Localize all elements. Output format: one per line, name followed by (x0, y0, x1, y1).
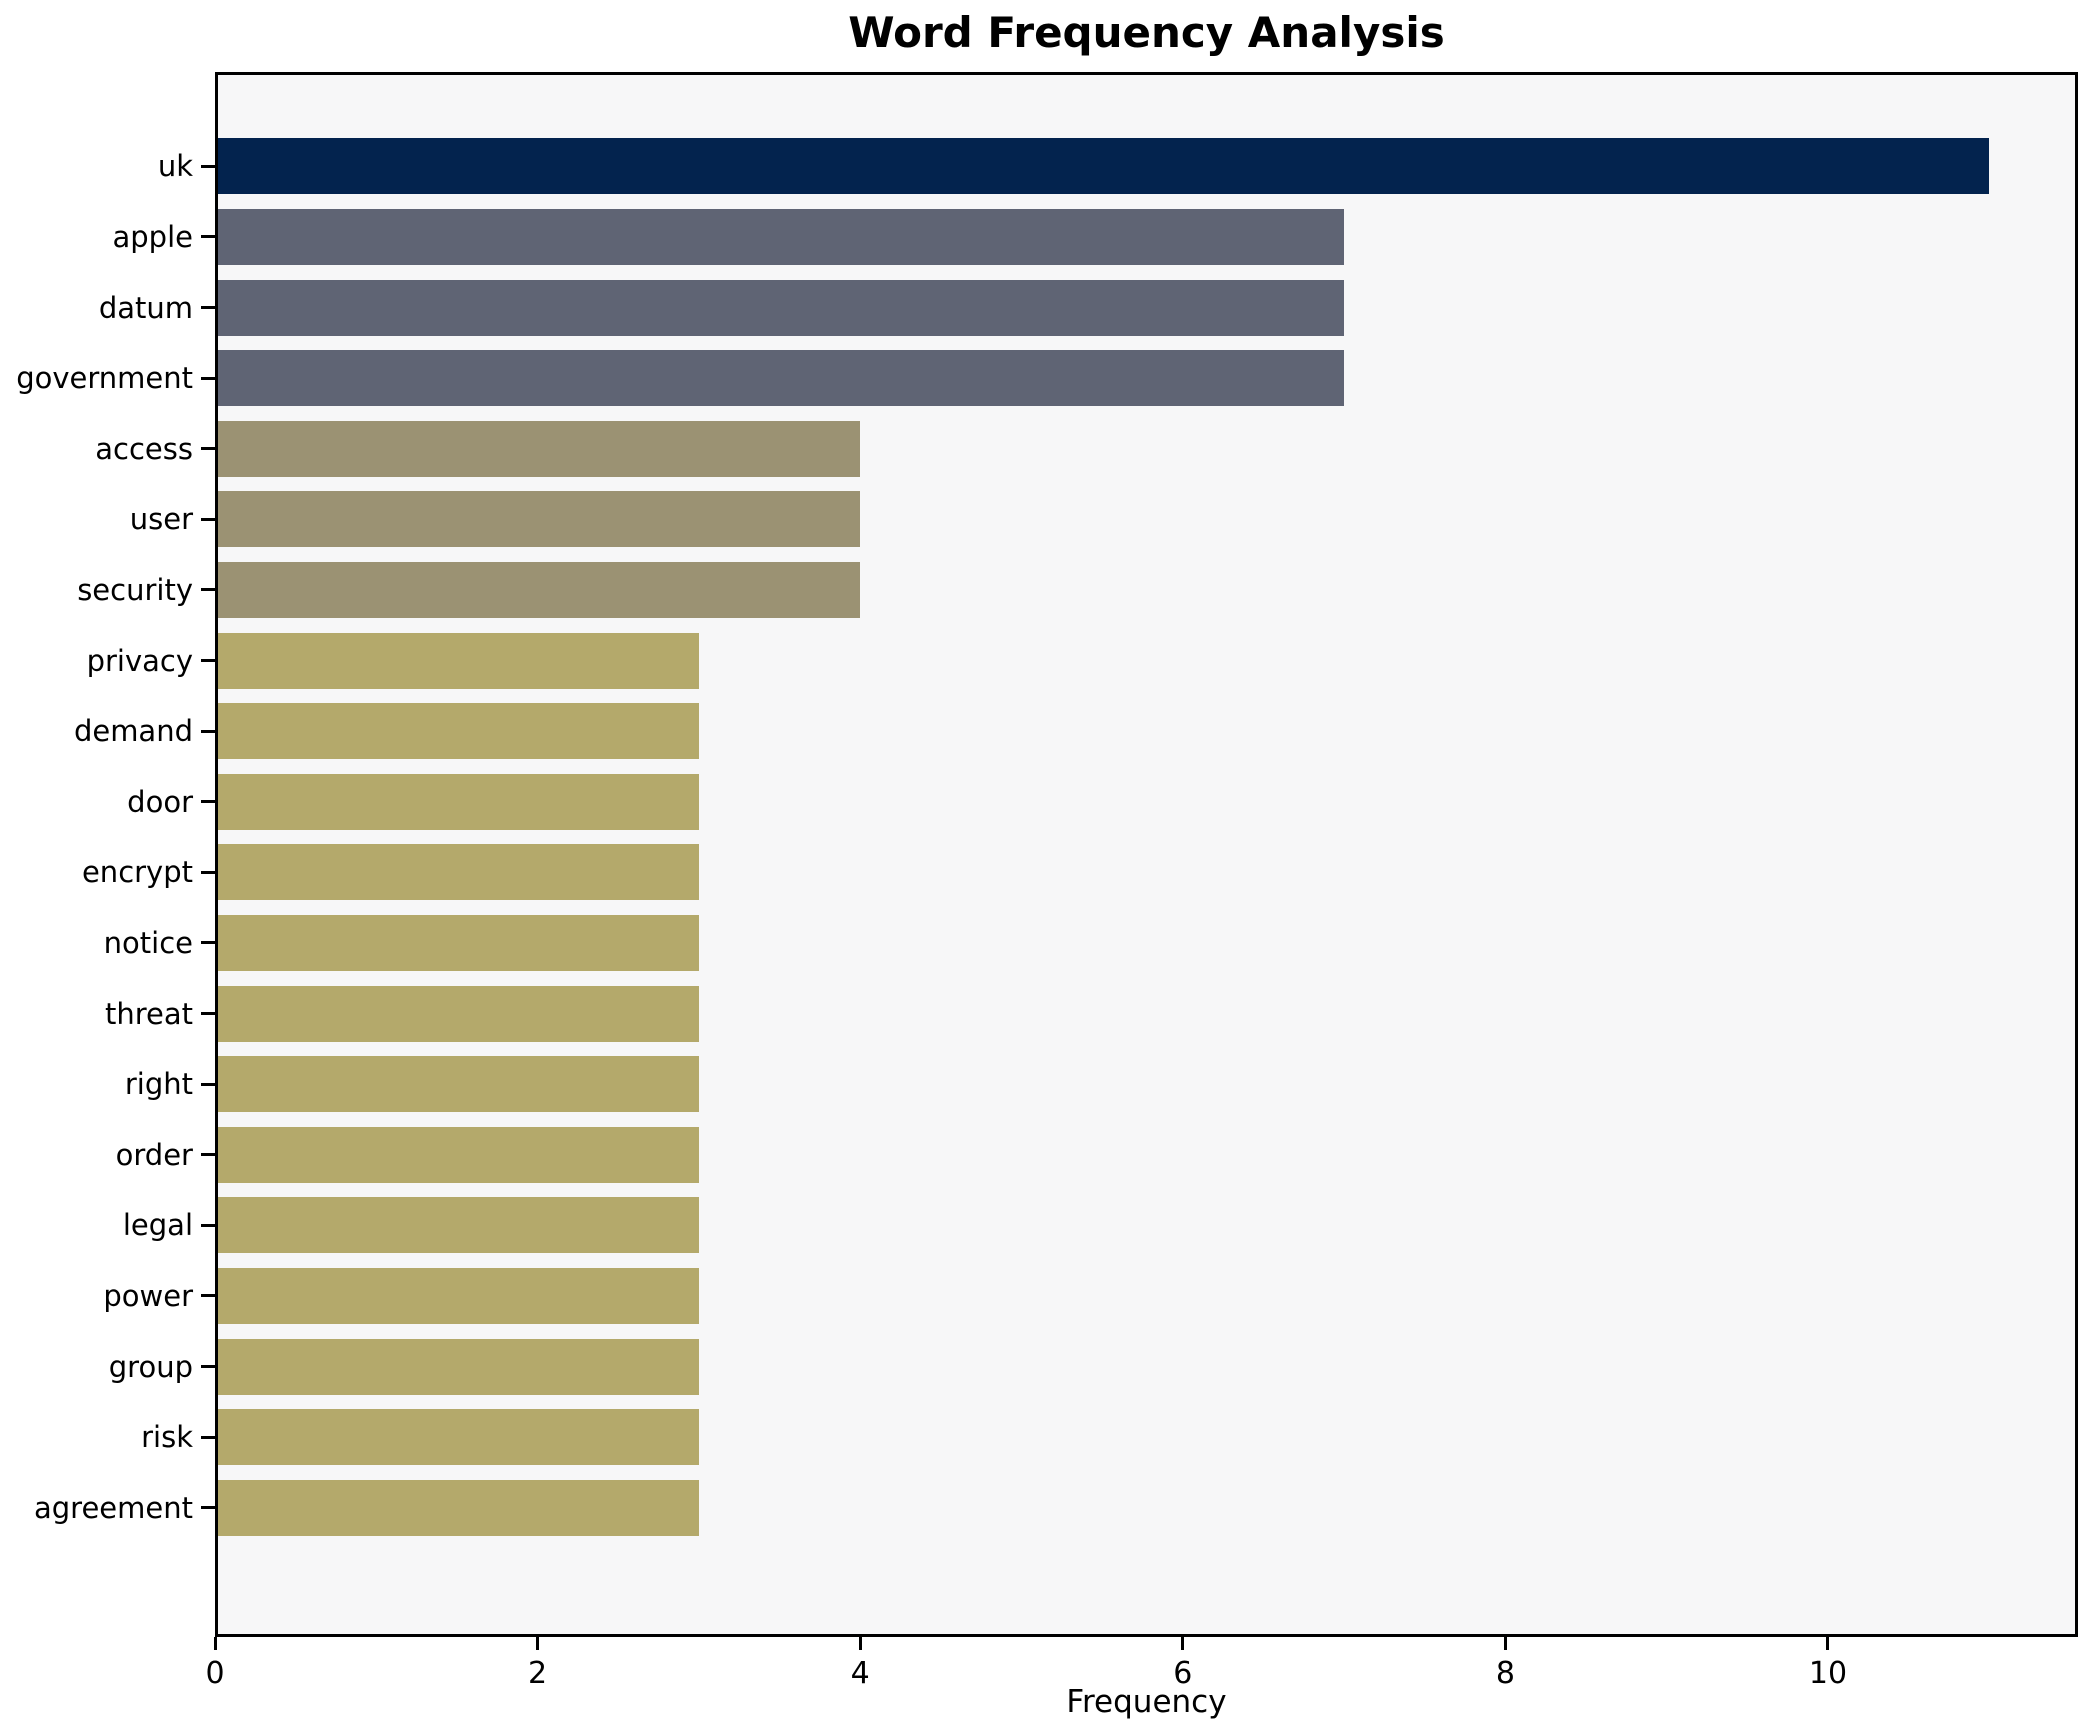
y-tick-label-order: order (115, 1137, 193, 1172)
y-tick-label-right: right (124, 1067, 193, 1102)
y-tick-mark (201, 1294, 215, 1298)
y-tick-label-power: power (103, 1278, 193, 1313)
y-tick-label-apple: apple (112, 219, 194, 254)
y-tick-mark (201, 447, 215, 451)
plot-area (215, 72, 2078, 1637)
bar-risk (215, 1409, 699, 1466)
bar-security (215, 561, 861, 618)
bar-notice (215, 914, 699, 971)
bar-threat (215, 985, 699, 1042)
bar-legal (215, 1197, 699, 1254)
y-tick-mark (201, 1012, 215, 1015)
y-tick-label-user: user (129, 502, 193, 537)
y-tick-mark (201, 1082, 215, 1086)
y-tick-label-encrypt: encrypt (81, 855, 193, 890)
y-tick-label-group: group (108, 1349, 193, 1384)
x-tick-mark (1181, 1637, 1185, 1650)
bar-door (215, 773, 699, 830)
y-tick-mark (201, 941, 215, 945)
x-tick-label-10: 10 (1808, 1656, 1848, 1691)
y-tick-mark (201, 800, 215, 804)
y-tick-mark (201, 588, 215, 592)
y-tick-label-access: access (95, 431, 193, 466)
y-axis-labels: uk apple datum government access user security… (0, 0, 193, 1722)
y-tick-mark (201, 164, 215, 168)
y-tick-mark (201, 1223, 215, 1227)
bar-right (215, 1056, 699, 1113)
y-tick-label-door: door (127, 784, 193, 819)
y-tick-label-notice: notice (103, 925, 193, 960)
bar-demand (215, 703, 699, 760)
x-axis-title: Frequency (1066, 1684, 1227, 1720)
y-tick-mark (201, 729, 215, 733)
bar-apple (215, 208, 1345, 265)
y-tick-label-legal: legal (122, 1208, 193, 1243)
y-tick-mark (201, 306, 215, 309)
y-tick-mark (201, 376, 215, 380)
y-tick-mark (201, 870, 215, 874)
bar-order (215, 1126, 699, 1183)
y-tick-label-datum: datum (98, 290, 193, 325)
bar-privacy (215, 632, 699, 689)
y-tick-label-risk: risk (141, 1420, 193, 1455)
bar-user (215, 491, 861, 548)
bar-group (215, 1338, 699, 1395)
y-tick-label-demand: demand (73, 714, 193, 749)
x-tick-label-8: 8 (1495, 1656, 1515, 1691)
bar-power (215, 1267, 699, 1324)
y-tick-mark (201, 1435, 215, 1439)
y-tick-mark (201, 659, 215, 662)
x-tick-mark (1503, 1637, 1507, 1650)
y-tick-mark (201, 517, 215, 521)
x-tick-mark (1826, 1637, 1830, 1650)
y-tick-label-uk: uk (157, 149, 193, 184)
bar-government (215, 350, 1345, 407)
y-tick-label-threat: threat (104, 996, 193, 1031)
y-tick-label-security: security (77, 572, 193, 607)
x-tick-label-6: 6 (1173, 1656, 1193, 1691)
bar-access (215, 420, 861, 477)
x-tick-label-4: 4 (850, 1656, 870, 1691)
y-tick-label-privacy: privacy (86, 643, 193, 678)
y-tick-label-agreement: agreement (34, 1490, 193, 1525)
bars-layer (215, 72, 2078, 1637)
x-tick-mark (536, 1637, 540, 1650)
bar-uk (215, 138, 1990, 195)
chart-title: Word Frequency Analysis (848, 8, 1445, 57)
bar-datum (215, 279, 1345, 336)
x-tick-label-0: 0 (205, 1656, 225, 1691)
x-tick-mark (213, 1637, 217, 1650)
y-tick-label-government: government (16, 361, 193, 396)
y-tick-mark (201, 1365, 215, 1368)
x-tick-label-2: 2 (528, 1656, 548, 1691)
y-tick-mark (201, 235, 215, 239)
y-tick-mark (201, 1506, 215, 1510)
x-tick-mark (858, 1637, 862, 1650)
bar-agreement (215, 1479, 699, 1536)
y-tick-mark (201, 1153, 215, 1157)
bar-encrypt (215, 844, 699, 901)
